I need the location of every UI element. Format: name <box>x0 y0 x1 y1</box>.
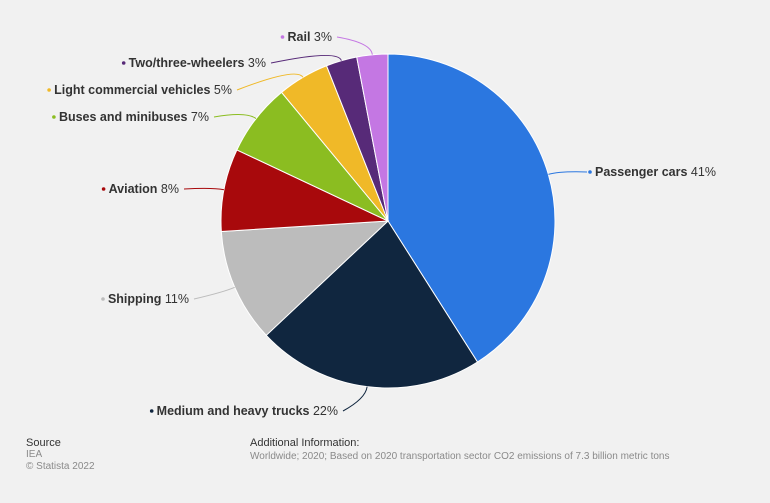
slice-label-shipping: Shipping 11% <box>108 292 189 306</box>
slice-label-medium-and-heavy-trucks: Medium and heavy trucks 22% <box>157 404 338 418</box>
slice-label-light-commercial-vehicles: Light commercial vehicles 5% <box>54 83 232 97</box>
source-block: Source IEA © Statista 2022 <box>26 437 95 473</box>
label-bullet-shipping <box>101 297 105 301</box>
leader-line-buses-and-minibuses <box>213 114 257 120</box>
label-bullet-buses-and-minibuses <box>52 115 56 119</box>
label-bullet-rail <box>280 35 285 39</box>
additional-info-text: Worldwide; 2020; Based on 2020 transport… <box>250 451 670 462</box>
slice-label-name: Light commercial vehicles <box>54 83 210 97</box>
slice-label-value: 11% <box>161 292 189 306</box>
label-bullet-light-commercial-vehicles <box>47 88 51 92</box>
slice-label-passenger-cars: Passenger cars 41% <box>595 165 716 179</box>
slice-label-name: Medium and heavy trucks <box>157 404 310 418</box>
slice-label-aviation: Aviation 8% <box>109 182 179 196</box>
slice-label-name: Buses and minibuses <box>59 110 188 124</box>
pie-slices <box>220 53 556 389</box>
slice-label-value: 22% <box>310 404 339 418</box>
additional-info-block: Additional Information: Worldwide; 2020;… <box>250 437 669 463</box>
source-name[interactable]: IEA <box>26 449 43 460</box>
leader-line-medium-and-heavy-trucks <box>342 386 368 412</box>
slice-labels: Passenger cars 41% Medium and heavy truck… <box>47 30 716 418</box>
slice-label-buses-and-minibuses: Buses and minibuses 7% <box>59 110 209 124</box>
slice-label-value: 41% <box>687 165 716 179</box>
leader-line-light-commercial-vehicles <box>236 73 304 91</box>
source-title: Source <box>26 437 61 449</box>
pie-slice-shipping[interactable] <box>220 220 390 337</box>
additional-info-title: Additional Information: <box>250 437 360 449</box>
label-bullet-medium-and-heavy-trucks <box>149 409 154 413</box>
leader-line-passenger-cars <box>548 171 588 175</box>
pie-slice-rail[interactable] <box>356 53 389 222</box>
label-bullet-two-three-wheelers <box>121 61 126 65</box>
slice-label-name: Aviation <box>109 182 158 196</box>
slice-label-name: Shipping <box>108 292 161 306</box>
slice-label-rail: Rail 3% <box>288 30 332 44</box>
pie-slice-medium-and-heavy-trucks[interactable] <box>265 220 479 389</box>
slice-label-value: 3% <box>244 56 266 70</box>
leader-line-two-three-wheelers <box>270 54 342 64</box>
label-bullet-aviation <box>101 187 106 191</box>
slice-label-name: Two/three-wheelers <box>129 56 245 70</box>
slice-label-name: Passenger cars <box>595 165 687 179</box>
leader-lines <box>183 36 588 412</box>
slice-label-name: Rail <box>288 30 311 44</box>
slice-label-value: 8% <box>157 182 179 196</box>
copyright-text: © Statista 2022 <box>26 461 95 472</box>
slice-label-value: 3% <box>310 30 332 44</box>
label-bullet-passenger-cars <box>588 170 592 174</box>
slice-label-value: 7% <box>187 110 209 124</box>
leader-line-shipping <box>193 286 235 300</box>
slice-label-value: 5% <box>210 83 232 97</box>
pie-slice-passenger-cars[interactable] <box>387 53 556 363</box>
pie-chart: Passenger cars 41% Medium and heavy truck… <box>47 30 716 418</box>
leader-line-rail <box>336 36 373 55</box>
leader-line-aviation <box>183 187 225 191</box>
slice-label-two-three-wheelers: Two/three-wheelers 3% <box>129 56 266 70</box>
